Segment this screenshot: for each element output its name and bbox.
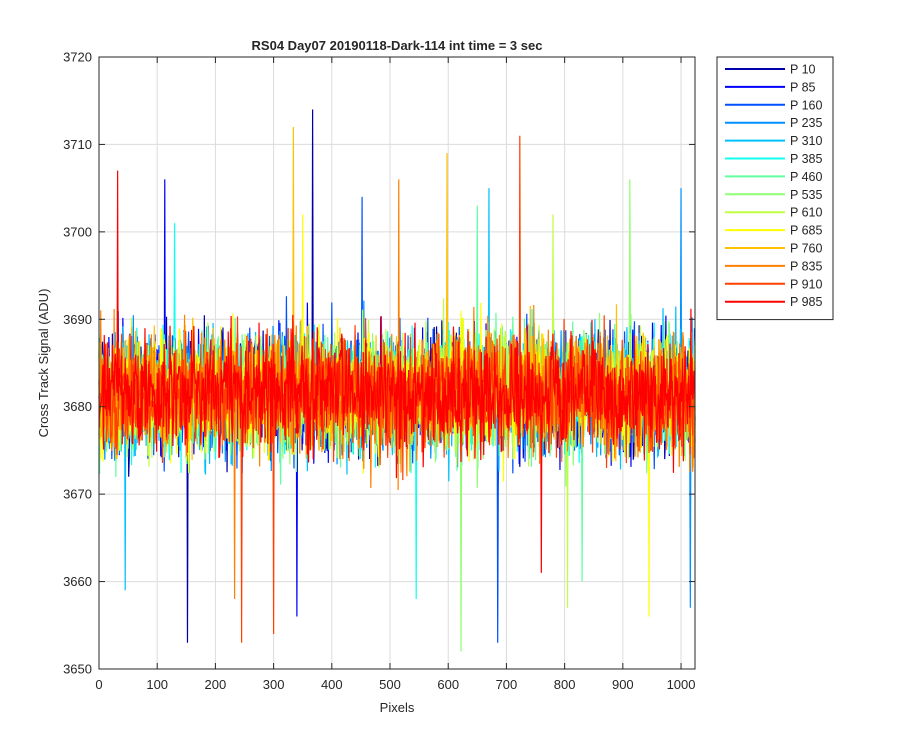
- legend-label: P 460: [790, 170, 822, 184]
- y-tick-label: 3650: [63, 662, 92, 677]
- x-axis-label: Pixels: [380, 700, 415, 715]
- legend-label: P 235: [790, 116, 822, 130]
- y-tick-label: 3720: [63, 50, 92, 65]
- axis-ticks: 0 100 200 300 400 500 600 700 800 900 1000 3650 3660…: [63, 50, 695, 693]
- x-tick-label: 800: [554, 677, 576, 692]
- y-tick-label: 3670: [63, 487, 92, 502]
- legend-label: P 535: [790, 188, 822, 202]
- legend-label: P 685: [790, 224, 822, 238]
- legend-box: [716, 56, 834, 321]
- y-tick-label: 3700: [63, 224, 92, 239]
- x-tick-label: 400: [321, 677, 343, 692]
- legend-label: P 85: [790, 80, 816, 94]
- x-tick-label: 500: [379, 677, 401, 692]
- x-tick-label: 1000: [667, 677, 696, 692]
- legend-label: P 310: [790, 134, 822, 148]
- x-tick-label: 100: [146, 677, 168, 692]
- data-series: [98, 109, 696, 652]
- series-line: [98, 170, 696, 573]
- legend: P 10 P 85 P 160 P 235 P 310 P 385 P 460 P 535 P …: [716, 56, 834, 321]
- x-tick-label: 700: [496, 677, 518, 692]
- legend-label: P 910: [790, 277, 822, 291]
- legend-label: P 160: [790, 98, 822, 112]
- axes-box: [98, 56, 696, 670]
- legend-label: P 10: [790, 63, 816, 77]
- legend-label: P 610: [790, 206, 822, 220]
- x-tick-label: 300: [263, 677, 285, 692]
- x-tick-label: 0: [95, 677, 102, 692]
- x-tick-label: 600: [437, 677, 459, 692]
- x-tick-label: 200: [205, 677, 227, 692]
- legend-label: P 985: [790, 295, 822, 309]
- y-axis-label: Cross Track Signal (ADU): [36, 289, 51, 438]
- y-tick-label: 3690: [63, 312, 92, 327]
- y-tick-label: 3710: [63, 137, 92, 152]
- legend-label: P 760: [790, 242, 822, 256]
- y-tick-label: 3660: [63, 574, 92, 589]
- legend-label: P 835: [790, 259, 822, 273]
- y-tick-label: 3680: [63, 399, 92, 414]
- x-tick-label: 900: [612, 677, 634, 692]
- chart-title: RS04 Day07 20190118-Dark-114 int time = …: [252, 38, 543, 53]
- legend-label: P 385: [790, 152, 822, 166]
